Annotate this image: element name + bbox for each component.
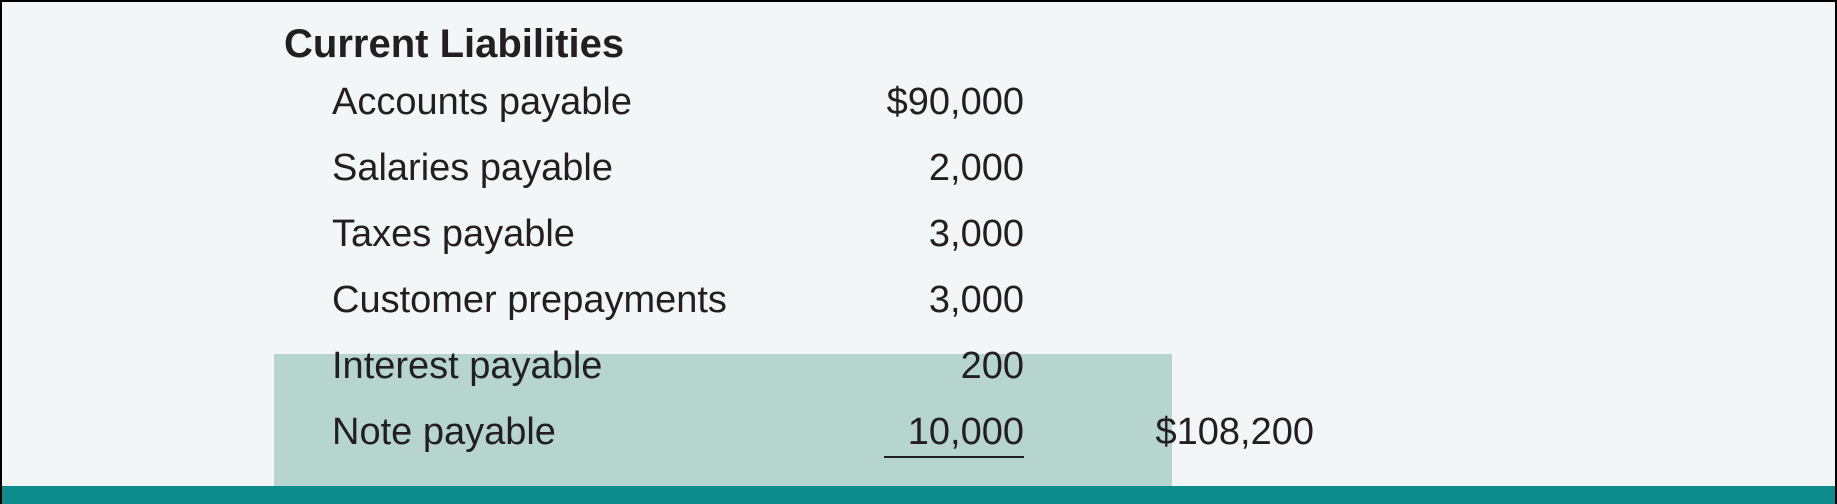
row-amount: 10,000 [854, 411, 1054, 458]
table-row: Salaries payable 2,000 [284, 147, 1484, 213]
row-label: Customer prepayments [284, 279, 854, 322]
row-amount: 200 [854, 345, 1054, 388]
row-amount: 3,000 [854, 213, 1054, 256]
table-row: Accounts payable $90,000 [284, 81, 1484, 147]
section-title: Current Liabilities [284, 22, 1484, 67]
liabilities-panel: Current Liabilities Accounts payable $90… [0, 0, 1837, 504]
table-row: Customer prepayments 3,000 [284, 279, 1484, 345]
row-amount: 2,000 [854, 147, 1054, 190]
row-amount: $90,000 [854, 81, 1054, 124]
content-area: Current Liabilities Accounts payable $90… [284, 22, 1484, 477]
row-label: Accounts payable [284, 81, 854, 124]
section-total: $108,200 [1054, 411, 1314, 454]
table-row: Taxes payable 3,000 [284, 213, 1484, 279]
row-label: Interest payable [284, 345, 854, 388]
row-label: Note payable [284, 411, 854, 454]
table-row: Note payable 10,000 $108,200 [284, 411, 1484, 477]
table-row: Interest payable 200 [284, 345, 1484, 411]
row-label: Taxes payable [284, 213, 854, 256]
row-label: Salaries payable [284, 147, 854, 190]
bottom-accent-bar [2, 486, 1835, 504]
row-amount: 3,000 [854, 279, 1054, 322]
